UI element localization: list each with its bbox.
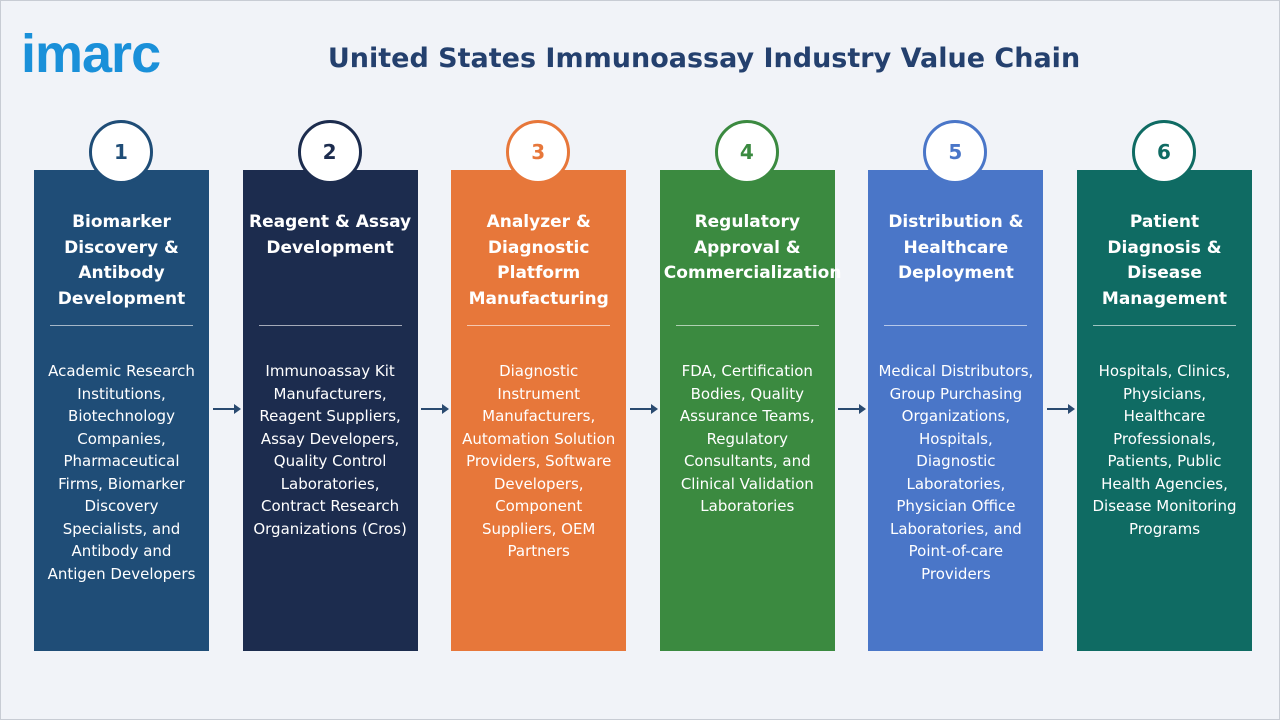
stage-box: 5 Distribution & Healthcare Deployment Med…: [868, 120, 1044, 651]
arrow: [212, 404, 241, 414]
divider: [1093, 325, 1236, 326]
stage-description: Diagnostic Instrument Manufacturers, Aut…: [462, 362, 616, 560]
divider: [50, 325, 193, 326]
arrow: [838, 404, 867, 414]
arrow: [1047, 404, 1075, 414]
arrow: [421, 404, 450, 414]
divider: [675, 325, 819, 326]
stage-title: Regulatory Approval & Commercialization: [663, 212, 842, 283]
stage-box: 1 Biomarker Discovery & Antibody Developm…: [34, 120, 209, 651]
stage-box: 6 Patient Diagnosis & Disease Management H…: [1077, 120, 1252, 651]
stage-number: 5: [923, 120, 988, 184]
stage-description: Immunoassay Kit Manufacturers, Reagent S…: [253, 362, 407, 538]
logo: imarc: [21, 24, 161, 84]
stage-number: 1: [89, 120, 153, 184]
stage-number: 4: [714, 120, 779, 184]
stage-number: 6: [1132, 120, 1196, 184]
stage-title: Reagent & Assay Development: [249, 212, 412, 258]
divider: [884, 325, 1028, 326]
stage-title: Distribution & Healthcare Deployment: [888, 212, 1024, 283]
title: United States Immunoassay Industry Value…: [327, 43, 1081, 74]
stage-description: Academic Research Institutions, Biotechn…: [47, 362, 196, 583]
stage-description: Medical Distributors, Group Purchasing O…: [878, 362, 1034, 583]
arrow: [629, 404, 658, 414]
stage-title: Biomarker Discovery & Antibody Developme…: [57, 212, 186, 309]
stage-description: FDA, Certification Bodies, Quality Assur…: [679, 362, 815, 515]
stage-number: 2: [297, 120, 362, 184]
stage-description: Hospitals, Clinics, Physicians, Healthca…: [1092, 362, 1237, 538]
stage-box: 3 Analyzer & Diagnostic Platform Manufact…: [451, 120, 627, 651]
divider: [258, 325, 402, 326]
stage-box: 2 Reagent & Assay Development Immunoassay …: [242, 120, 418, 651]
stage-title: Patient Diagnosis & Disease Management: [1101, 212, 1228, 309]
stage-number: 3: [506, 120, 571, 184]
divider: [467, 325, 611, 326]
stage-box: 4 Regulatory Approval & Commercialization…: [659, 120, 842, 651]
stage-title: Analyzer & Diagnostic Platform Manufactu…: [468, 212, 609, 309]
